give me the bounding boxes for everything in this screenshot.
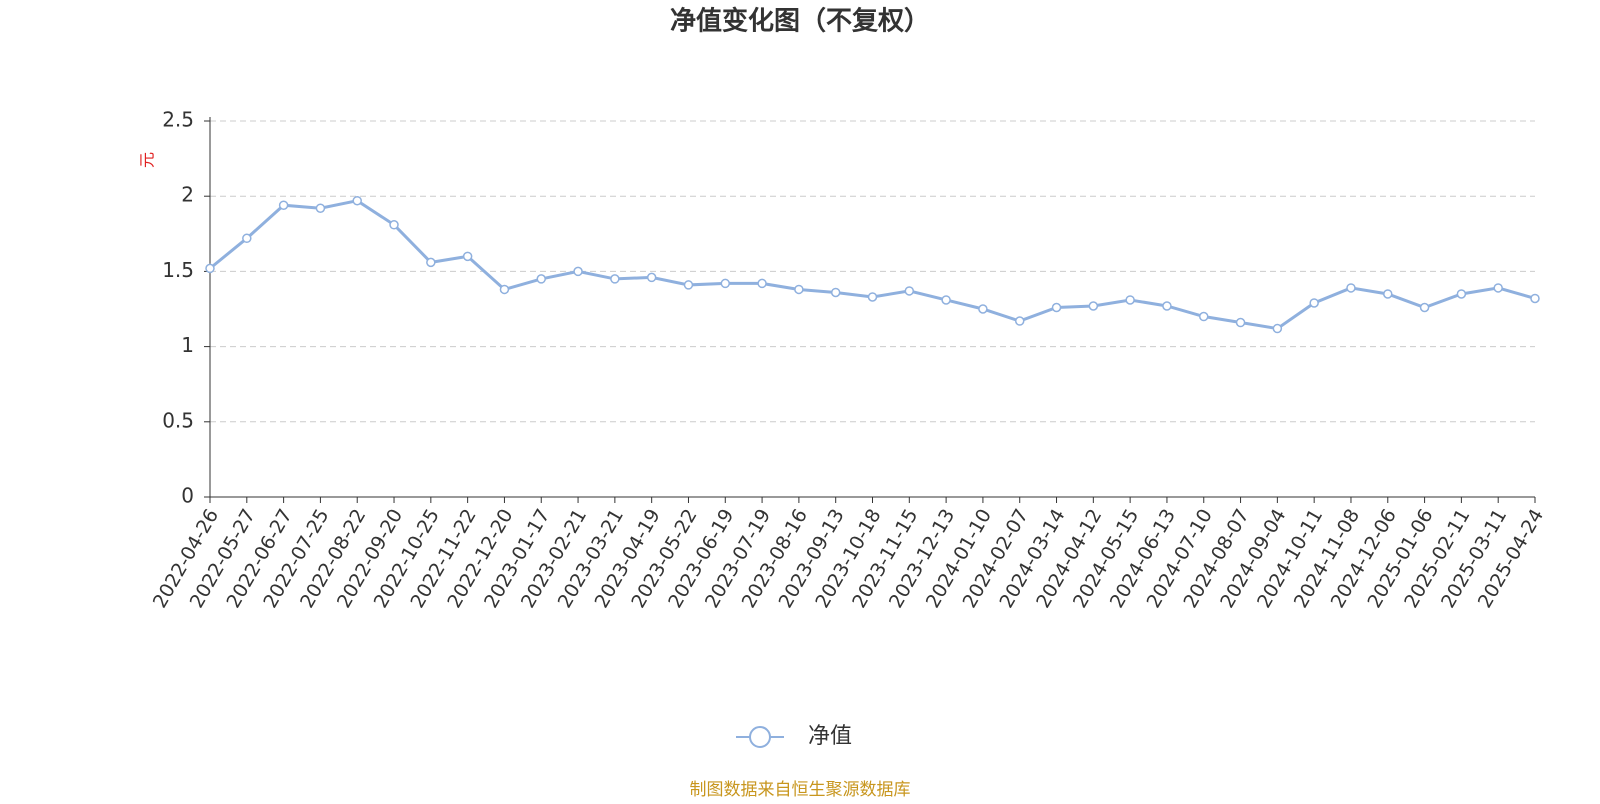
point bbox=[646, 272, 657, 283]
legend-marker bbox=[749, 726, 771, 748]
point bbox=[426, 257, 436, 268]
point bbox=[794, 284, 804, 295]
point bbox=[757, 278, 767, 289]
point bbox=[536, 274, 546, 284]
point bbox=[1272, 323, 1283, 334]
point bbox=[720, 278, 731, 289]
y-tick-label: 1 bbox=[181, 333, 194, 357]
point bbox=[389, 220, 399, 230]
y-tick-label: 0.5 bbox=[162, 408, 194, 432]
point bbox=[242, 233, 252, 244]
point bbox=[1383, 289, 1393, 299]
point bbox=[462, 251, 473, 262]
point bbox=[1456, 289, 1467, 299]
point bbox=[1088, 301, 1099, 311]
y-tick-label: 1.5 bbox=[162, 258, 194, 282]
point bbox=[278, 200, 289, 210]
point bbox=[1235, 317, 1246, 328]
point bbox=[610, 274, 620, 284]
y-tick-label: 0 bbox=[181, 484, 194, 508]
point bbox=[1162, 301, 1172, 311]
point bbox=[683, 280, 694, 290]
series-line bbox=[209, 199, 1536, 331]
point bbox=[978, 304, 988, 314]
y-tick-label: 2.5 bbox=[162, 108, 194, 132]
point bbox=[499, 284, 510, 295]
point bbox=[1493, 283, 1503, 293]
y-tick-label: 2 bbox=[181, 183, 194, 207]
chart-title: 净值变化图（不复权） bbox=[670, 6, 930, 37]
point bbox=[1199, 311, 1209, 322]
point bbox=[573, 266, 583, 277]
y-axis-label: 元 bbox=[138, 152, 157, 168]
point bbox=[904, 286, 915, 296]
point bbox=[1419, 302, 1430, 313]
source-note: 制图数据来自恒生聚源数据库 bbox=[690, 780, 911, 800]
point bbox=[1014, 316, 1025, 326]
legend-label[interactable]: 净值 bbox=[808, 724, 852, 749]
point bbox=[1530, 293, 1540, 304]
point bbox=[1346, 283, 1356, 293]
point bbox=[867, 292, 878, 302]
point bbox=[1051, 302, 1062, 313]
point bbox=[315, 203, 326, 213]
point bbox=[352, 195, 362, 206]
point bbox=[941, 295, 951, 305]
point bbox=[205, 263, 215, 274]
point bbox=[1125, 295, 1135, 305]
point bbox=[1309, 298, 1319, 308]
point bbox=[830, 287, 841, 298]
